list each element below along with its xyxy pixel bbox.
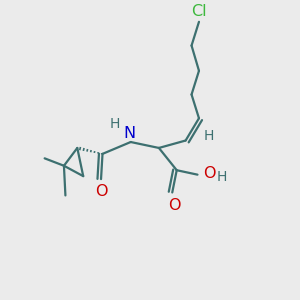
Text: H: H bbox=[217, 170, 227, 184]
Text: N: N bbox=[123, 125, 135, 140]
Text: O: O bbox=[203, 166, 215, 181]
Text: H: H bbox=[203, 129, 214, 143]
Text: O: O bbox=[168, 198, 181, 213]
Text: H: H bbox=[110, 117, 120, 131]
Text: Cl: Cl bbox=[191, 4, 207, 20]
Text: O: O bbox=[95, 184, 108, 200]
